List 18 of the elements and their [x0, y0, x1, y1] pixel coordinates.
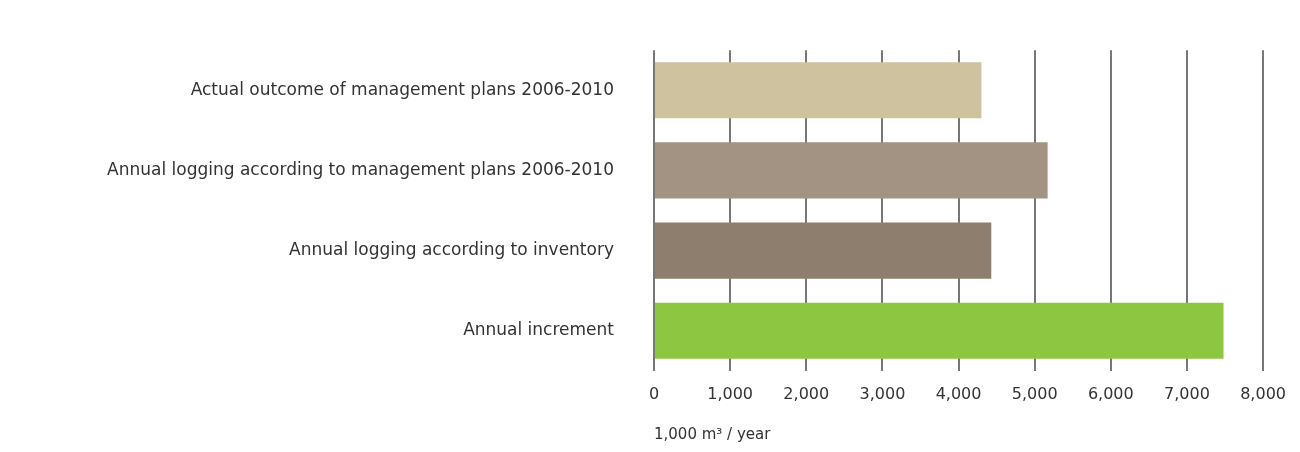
x-tick-label: 3,000: [859, 383, 906, 403]
x-axis-title: 1,000 m³ / year: [654, 424, 772, 443]
x-tick-label: 6,000: [1087, 383, 1134, 403]
y-tick-label: Annual logging according to inventory: [289, 239, 614, 259]
bar: [655, 142, 1048, 199]
x-tick-label: 2,000: [783, 383, 830, 403]
y-tick-label: Annual increment: [463, 319, 615, 340]
x-tick-label: 1,000: [707, 383, 754, 403]
y-tick-label: Annual logging according to management plans 2006-2010: [107, 158, 614, 179]
y-tick-label: Actual outcome of management plans 2006-2010: [190, 78, 614, 99]
x-tick-label: 5,000: [1011, 383, 1058, 403]
x-tick-label: 4,000: [935, 383, 982, 403]
bar: [655, 302, 1224, 359]
x-tick-label: 7,000: [1164, 383, 1210, 403]
bar: [655, 62, 982, 119]
x-tick-label: 0: [648, 383, 660, 403]
bar: [655, 222, 992, 279]
x-tick-label: 8,000: [1240, 383, 1286, 403]
